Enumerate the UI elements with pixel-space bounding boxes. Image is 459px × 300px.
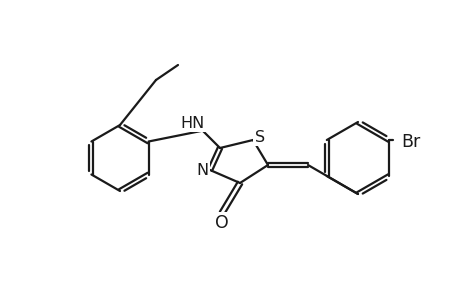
Text: N: N <box>196 163 207 178</box>
Text: HN: HN <box>180 116 205 130</box>
Text: S: S <box>254 130 264 145</box>
Text: O: O <box>215 214 229 232</box>
Text: Br: Br <box>400 133 420 151</box>
